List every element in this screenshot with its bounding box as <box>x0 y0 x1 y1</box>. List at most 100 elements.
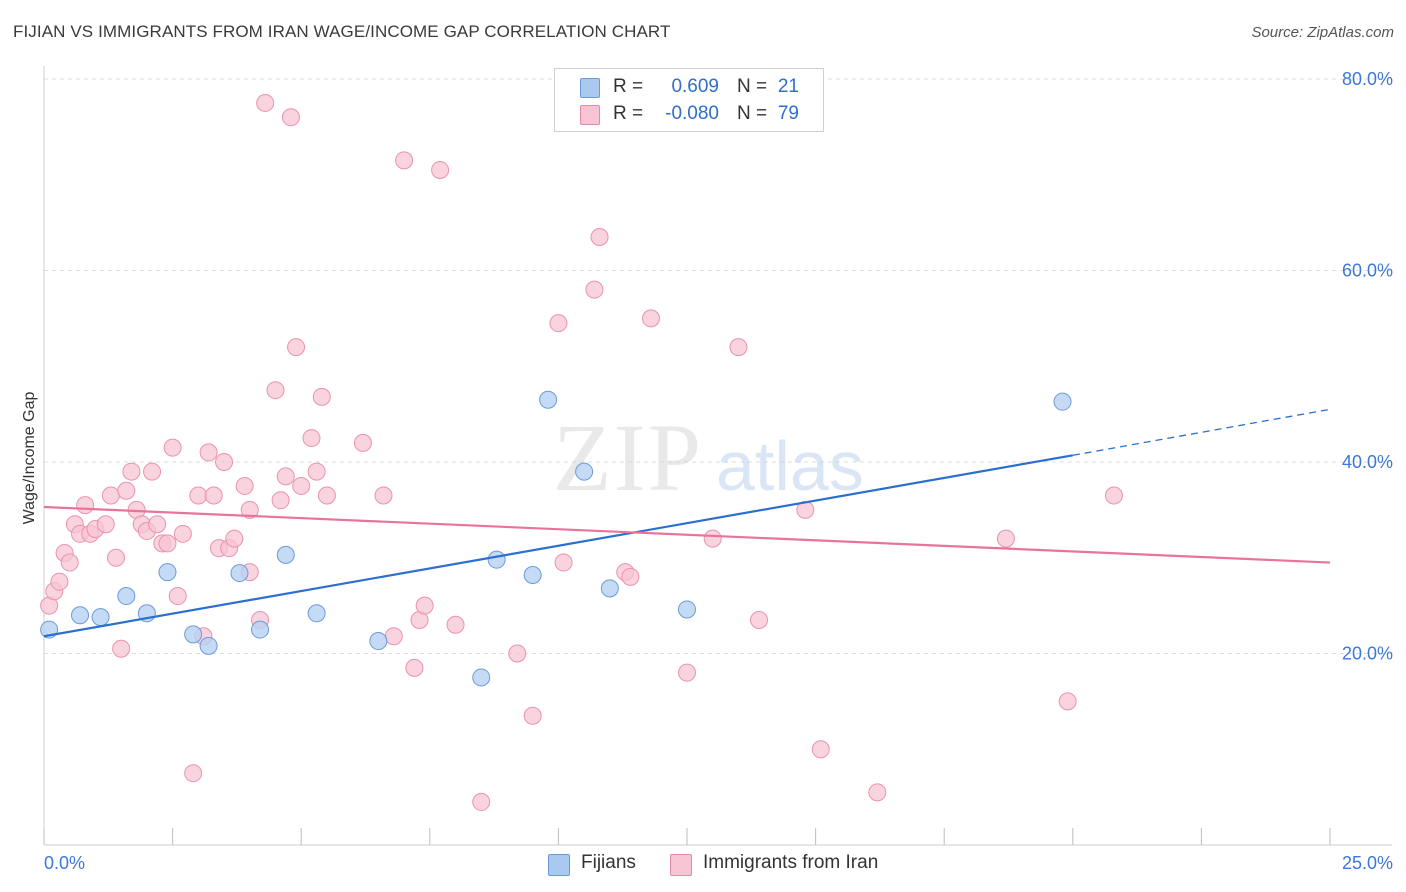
legend-n-value: 21 <box>777 76 799 97</box>
data-point-iran <box>173 524 192 543</box>
data-point-fijians <box>251 620 270 639</box>
data-point-iran <box>508 644 527 663</box>
axes <box>43 66 1392 846</box>
data-point-fijians <box>487 550 506 569</box>
data-point-iran <box>122 462 141 481</box>
legend-r-value: 0.609 <box>671 76 719 97</box>
data-point-fijians <box>199 636 218 655</box>
bottom-legend-swatch-fijians <box>548 854 570 876</box>
data-point-iran <box>101 486 120 505</box>
data-point-iran <box>60 553 79 572</box>
data-point-iran <box>256 93 275 112</box>
data-point-iran <box>384 627 403 646</box>
data-point-iran <box>225 529 244 548</box>
data-point-fijians <box>1053 392 1072 411</box>
y-axis-label: Wage/Income Gap <box>21 392 38 525</box>
data-point-iran <box>292 476 311 495</box>
data-point-iran <box>158 534 177 553</box>
y-tick-label: 60.0% <box>1342 261 1393 281</box>
legend-row-fijians: R = 0.609 N = 21 <box>555 74 823 100</box>
data-point-iran <box>235 476 254 495</box>
data-point-iran <box>750 610 769 629</box>
data-point-fijians <box>523 565 542 584</box>
data-point-iran <box>107 548 126 567</box>
data-point-iran <box>549 314 568 333</box>
data-point-iran <box>446 615 465 634</box>
data-point-iran <box>96 515 115 534</box>
data-point-iran <box>678 663 696 682</box>
bottom-legend-label-fijians: Fijians <box>581 852 636 873</box>
data-point-iran <box>307 462 326 481</box>
x-tick-label: 25.0% <box>1342 853 1393 873</box>
data-point-fijians <box>678 600 696 619</box>
data-point-iran <box>215 453 234 471</box>
data-point-iran <box>621 567 640 586</box>
legend-row-iran: R = -0.080 N = 79 <box>555 101 823 127</box>
watermark-zip: ZIP <box>553 404 703 511</box>
data-point-fijians <box>71 606 90 625</box>
data-point-iran <box>729 338 748 357</box>
data-point-fijians <box>600 579 619 598</box>
legend-box: R = 0.609 N = 21 R = -0.080 N = 79 <box>554 68 824 132</box>
y-tick-label: 80.0% <box>1342 69 1393 89</box>
data-point-iran <box>163 438 182 457</box>
data-point-iran <box>287 338 306 357</box>
chart-title: FIJIAN VS IMMIGRANTS FROM IRAN WAGE/INCO… <box>13 22 671 41</box>
data-point-iran <box>1104 486 1123 505</box>
data-point-iran <box>472 792 491 811</box>
data-point-iran <box>117 481 136 500</box>
trend-line-fijians <box>43 454 1073 638</box>
data-point-iran <box>996 529 1015 548</box>
y-tick-label: 40.0% <box>1342 452 1393 472</box>
bottom-legend-swatch-iran <box>670 854 692 876</box>
data-point-iran <box>868 783 887 802</box>
data-point-iran <box>184 764 203 783</box>
data-point-fijians <box>276 545 295 564</box>
data-point-iran <box>811 740 830 759</box>
legend-r-label: R = <box>613 76 644 97</box>
data-point-iran <box>1058 692 1077 711</box>
data-point-iran <box>405 658 424 677</box>
data-point-iran <box>523 706 542 725</box>
data-point-iran <box>395 151 414 170</box>
data-point-iran <box>415 596 434 615</box>
legend-swatch-iran <box>580 105 600 125</box>
data-point-fijians <box>184 625 203 644</box>
data-point-iran <box>204 486 223 505</box>
data-point-fijians <box>472 668 491 687</box>
data-point-iran <box>148 515 167 534</box>
data-point-iran <box>276 467 295 486</box>
data-point-iran <box>554 553 573 572</box>
watermark: ZIP atlas <box>553 404 864 511</box>
trend-lines <box>43 408 1331 638</box>
data-point-iran <box>585 280 604 299</box>
watermark-atlas: atlas <box>716 427 864 505</box>
data-point-fijians <box>369 632 388 651</box>
data-point-iran <box>168 587 187 606</box>
data-point-fijians <box>158 563 177 582</box>
trend-line-fijians-extension <box>1072 408 1331 456</box>
data-point-iran <box>112 639 131 658</box>
data-point-iran <box>590 227 609 246</box>
legend-n-label: N = <box>737 103 768 124</box>
legend-r-label: R = <box>613 103 644 124</box>
data-point-fijians <box>575 462 594 481</box>
bottom-legend-label-iran: Immigrants from Iran <box>703 852 879 873</box>
source-label: Source: ZipAtlas.com <box>1251 24 1394 41</box>
data-point-iran <box>317 486 336 505</box>
data-point-iran <box>143 462 162 481</box>
data-point-iran <box>281 108 300 127</box>
data-point-fijians <box>307 604 326 623</box>
series-iran-points <box>40 93 1123 811</box>
legend-swatch-fijians <box>580 78 600 98</box>
data-point-fijians <box>230 564 249 583</box>
data-point-iran <box>50 572 69 591</box>
trend-line-iran <box>43 505 1331 564</box>
x-tick-label: 0.0% <box>44 853 85 873</box>
data-point-iran <box>199 443 218 462</box>
data-point-iran <box>302 429 321 448</box>
data-point-iran <box>353 433 372 452</box>
data-point-iran <box>641 309 660 328</box>
data-point-fijians <box>117 587 136 606</box>
